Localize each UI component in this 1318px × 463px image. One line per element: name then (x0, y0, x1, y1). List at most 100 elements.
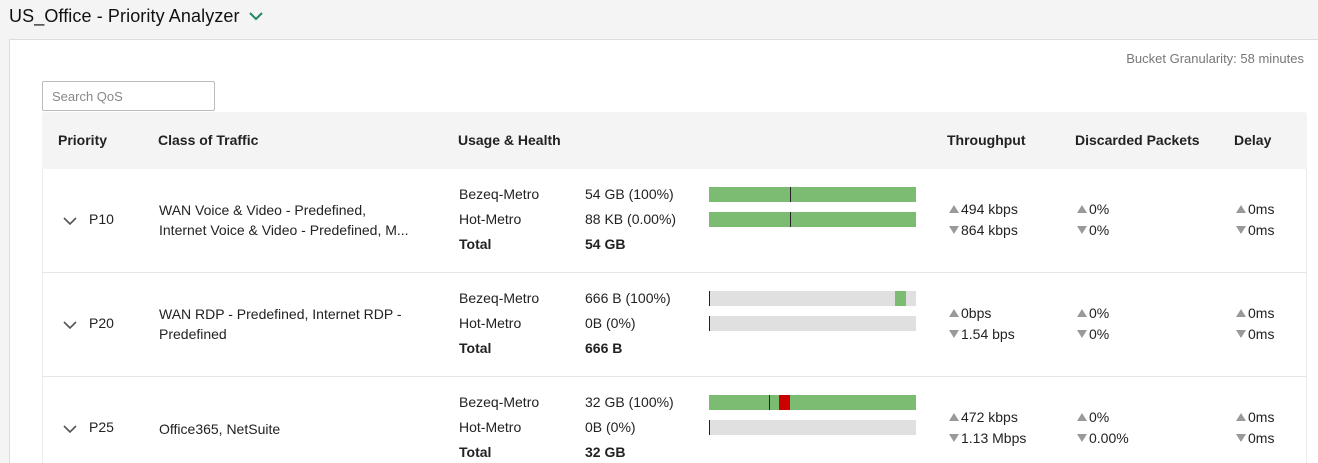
delay-down-value: 0ms (1248, 222, 1275, 238)
priority-label: P10 (89, 211, 114, 227)
delay-up: 0ms (1236, 409, 1274, 425)
link-usage: 88 KB (0.00%) (585, 211, 677, 227)
delay-up-value: 0ms (1248, 409, 1275, 425)
link-usage: 54 GB (100%) (585, 186, 674, 202)
class-line: WAN RDP - Predefined, Internet RDP - (159, 306, 402, 322)
usage-bar (709, 420, 916, 435)
delay-down: 0ms (1236, 326, 1274, 342)
priority-label: P20 (89, 315, 114, 331)
link-usage: 666 B (100%) (585, 290, 671, 306)
table-header: Priority Class of Traffic Usage & Health… (42, 112, 1307, 169)
delay-up: 0ms (1236, 305, 1274, 321)
throughput-up-value: 0bps (961, 305, 992, 321)
chevron-down-icon[interactable] (63, 421, 79, 434)
usage-bar (709, 212, 916, 227)
usage-fill (709, 212, 916, 227)
qos-table: Priority Class of Traffic Usage & Health… (42, 112, 1307, 463)
usage-bar (709, 395, 916, 410)
triangle-up-icon (1077, 205, 1087, 213)
throughput-up: 472 kbps (949, 409, 1018, 425)
triangle-down-icon (1236, 226, 1246, 234)
triangle-down-icon (1236, 434, 1246, 442)
class-of-traffic: WAN Voice & Video - Predefined, Internet … (159, 200, 419, 240)
link-usage: 0B (0%) (585, 315, 636, 331)
triangle-down-icon (949, 330, 959, 338)
usage-bar (709, 316, 916, 331)
throughput-down: 864 kbps (949, 222, 1018, 238)
usage-marker (709, 291, 710, 306)
link-usage: 32 GB (100%) (585, 394, 674, 410)
chevron-down-icon[interactable] (63, 317, 79, 330)
total-value: 54 GB (585, 236, 626, 252)
throughput-up-value: 472 kbps (961, 409, 1018, 425)
triangle-up-icon (1236, 413, 1246, 421)
triangle-down-icon (949, 226, 959, 234)
col-discarded[interactable]: Discarded Packets (1075, 132, 1200, 148)
priority-label: P25 (89, 419, 114, 435)
total-label: Total (459, 340, 492, 356)
triangle-up-icon (1077, 413, 1087, 421)
table-row[interactable]: P25 Office365, NetSuite Bezeq-Metro 32 GB (… (42, 377, 1307, 463)
chevron-down-icon[interactable] (248, 8, 264, 24)
total-value: 32 GB (585, 444, 626, 460)
link-name: Bezeq-Metro (459, 186, 540, 202)
class-line: Office365, NetSuite (159, 421, 281, 437)
usage-bar (709, 291, 916, 306)
triangle-down-icon (1236, 330, 1246, 338)
usage-fill (709, 395, 916, 410)
page-title: US_Office - Priority Analyzer (9, 5, 240, 26)
triangle-down-icon (1077, 226, 1087, 234)
discarded-up-value: 0% (1089, 409, 1110, 425)
class-line: WAN Voice & Video - Predefined, (159, 202, 366, 218)
col-priority[interactable]: Priority (58, 132, 108, 148)
usage-marker (709, 316, 710, 331)
throughput-down: 1.13 Mbps (949, 430, 1026, 446)
usage-marker (789, 212, 791, 227)
bucket-granularity: Bucket Granularity: 58 minutes (1126, 51, 1304, 66)
triangle-up-icon (1236, 205, 1246, 213)
link-name: Bezeq-Metro (459, 290, 540, 306)
delay-down: 0ms (1236, 222, 1274, 238)
usage-fill (709, 187, 916, 202)
triangle-up-icon (949, 413, 959, 421)
triangle-down-icon (1077, 434, 1087, 442)
discarded-down-value: 0% (1089, 222, 1110, 238)
usage-marker (789, 187, 791, 202)
throughput-down-value: 1.54 bps (961, 326, 1015, 342)
col-delay[interactable]: Delay (1234, 132, 1272, 148)
class-line: Predefined (159, 326, 227, 342)
usage-marker (769, 395, 771, 410)
triangle-down-icon (949, 434, 959, 442)
discarded-up-value: 0% (1089, 305, 1110, 321)
throughput-up: 0bps (949, 305, 991, 321)
throughput-up: 494 kbps (949, 201, 1018, 217)
col-class[interactable]: Class of Traffic (158, 132, 259, 148)
throughput-up-value: 494 kbps (961, 201, 1018, 217)
usage-marker (709, 420, 710, 435)
triangle-up-icon (1077, 309, 1087, 317)
total-value: 666 B (585, 340, 623, 356)
delay-down-value: 0ms (1248, 430, 1275, 446)
table-row[interactable]: P20 WAN RDP - Predefined, Internet RDP - P… (42, 273, 1307, 377)
col-usage[interactable]: Usage & Health (458, 132, 561, 148)
link-name: Hot-Metro (459, 211, 522, 227)
triangle-down-icon (1077, 330, 1087, 338)
class-of-traffic: WAN RDP - Predefined, Internet RDP - Pred… (159, 304, 419, 344)
table-row[interactable]: P10 WAN Voice & Video - Predefined, Intern… (42, 169, 1307, 273)
health-spike (779, 395, 790, 410)
link-name: Hot-Metro (459, 419, 522, 435)
col-throughput[interactable]: Throughput (947, 132, 1026, 148)
total-label: Total (459, 444, 492, 460)
discarded-down: 0.00% (1077, 430, 1129, 446)
throughput-down-value: 1.13 Mbps (961, 430, 1027, 446)
discarded-up: 0% (1077, 305, 1109, 321)
delay-up-value: 0ms (1248, 305, 1275, 321)
total-label: Total (459, 236, 492, 252)
chevron-down-icon[interactable] (63, 213, 79, 226)
link-name: Bezeq-Metro (459, 394, 540, 410)
discarded-down-value: 0% (1089, 326, 1110, 342)
search-input[interactable] (42, 81, 215, 111)
page-header: US_Office - Priority Analyzer (9, 5, 264, 27)
discarded-down-value: 0.00% (1089, 430, 1129, 446)
analyzer-card: Bucket Granularity: 58 minutes Priority … (9, 39, 1318, 463)
